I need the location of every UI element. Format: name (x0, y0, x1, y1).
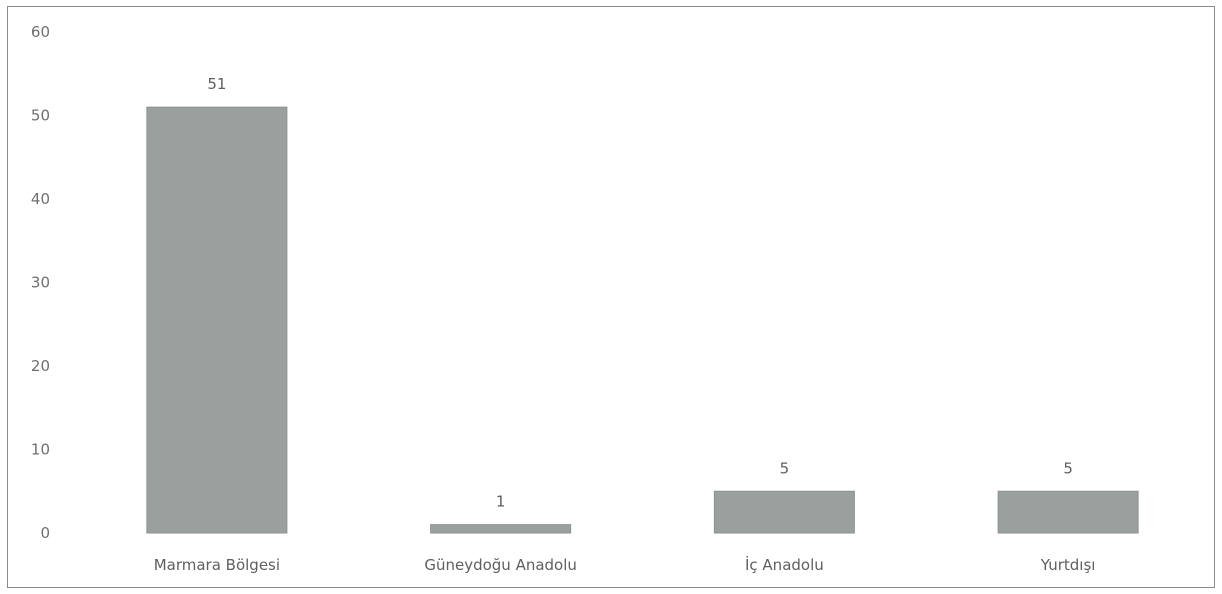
category-label: Marmara Bölgesi (154, 556, 280, 574)
x-axis-category-labels: Marmara Bölgesi Güneydoğu Anadolu İç Anado… (154, 555, 1096, 574)
y-tick-label: 10 (31, 441, 50, 459)
data-label: 51 (207, 75, 226, 93)
category-label: Yurtdışı (1040, 556, 1096, 574)
data-label: 5 (780, 459, 790, 477)
bar (146, 106, 288, 534)
category-label: İç Anadolu (745, 555, 824, 574)
category-label: Güneydoğu Anadolu (424, 556, 577, 574)
data-labels: 51 1 5 5 (207, 75, 1073, 511)
y-tick-label: 40 (31, 190, 50, 208)
bar (430, 524, 572, 534)
bar (713, 490, 855, 534)
bar (997, 490, 1139, 534)
y-tick-label: 0 (40, 524, 50, 542)
y-tick-label: 20 (31, 357, 50, 375)
y-tick-label: 30 (31, 274, 50, 292)
data-label: 1 (496, 493, 506, 511)
bars (146, 106, 1139, 534)
y-axis-ticks: 0 10 20 30 40 50 60 (31, 23, 50, 542)
data-label: 5 (1063, 459, 1073, 477)
y-tick-label: 50 (31, 107, 50, 125)
y-tick-label: 60 (31, 23, 50, 41)
